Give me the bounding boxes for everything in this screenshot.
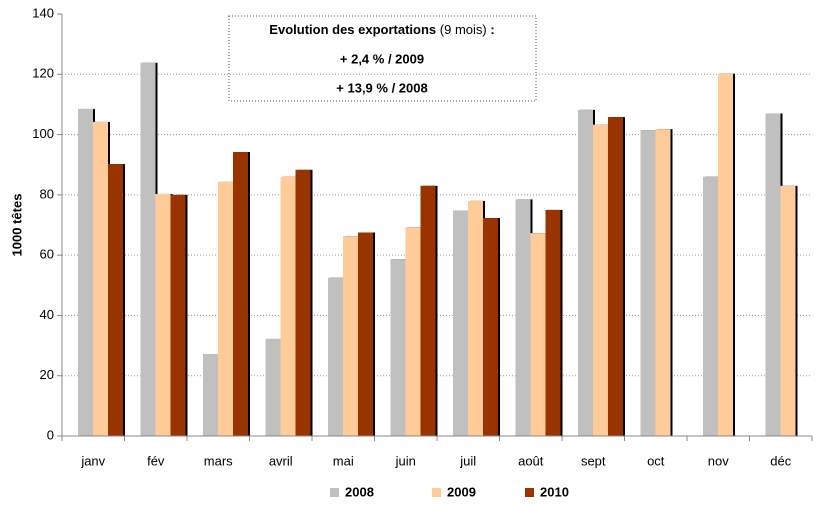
y-tick-label: 80 (40, 186, 54, 201)
bar (468, 200, 483, 436)
bar (718, 73, 733, 436)
bar (358, 232, 373, 436)
bar (703, 176, 718, 436)
bar (453, 210, 468, 436)
bar (545, 209, 561, 436)
x-tick-label: août (518, 453, 544, 468)
bar (780, 185, 796, 436)
bar (328, 277, 343, 436)
bar (93, 121, 108, 436)
bar (593, 124, 608, 437)
bar (655, 129, 671, 436)
y-tick-label: 60 (40, 247, 54, 262)
bar (515, 199, 531, 436)
y-tick-label: 20 (40, 367, 54, 382)
legend-swatch (330, 488, 339, 497)
annotation-line: + 2,4 % / 2009 (340, 51, 424, 66)
bar (140, 62, 156, 437)
bar (390, 259, 406, 436)
x-tick-label: janv (80, 453, 105, 468)
bar (530, 233, 546, 436)
bar (343, 236, 358, 436)
annotation-bold: Evolution des exportations (269, 22, 436, 37)
x-tick-label: juin (395, 453, 416, 468)
y-tick-label: 140 (32, 5, 54, 20)
x-tick-label: déc (770, 453, 791, 468)
x-tick-label: mars (204, 453, 233, 468)
legend-label: 2008 (345, 484, 374, 499)
y-axis-label: 1000 têtes (9, 194, 24, 257)
annotation-line: + 13,9 % / 2008 (336, 80, 427, 95)
bar (640, 130, 656, 437)
x-tick-label: mai (333, 453, 354, 468)
bar (203, 354, 218, 436)
bar (765, 113, 781, 436)
bar (483, 218, 498, 436)
bar (78, 108, 93, 436)
bar (155, 193, 171, 436)
bar (420, 185, 436, 436)
y-tick-label: 100 (32, 126, 54, 141)
x-tick-label: nov (708, 453, 729, 468)
x-tick-label: oct (647, 453, 665, 468)
bar (280, 176, 296, 436)
bar (170, 194, 186, 436)
annotation-title: Evolution des exportations (9 mois) : (269, 22, 494, 37)
x-tick-label: fév (147, 453, 165, 468)
legend-swatch (432, 488, 441, 497)
annotation-colon: : (490, 22, 494, 37)
legend-swatch (525, 488, 534, 497)
y-tick-label: 40 (40, 307, 54, 322)
legend-label: 2009 (447, 484, 476, 499)
bar (218, 181, 233, 436)
bar (608, 117, 623, 437)
legend-label: 2010 (540, 484, 569, 499)
annotation-note: (9 mois) (440, 22, 487, 37)
x-tick-label: sept (581, 453, 606, 468)
bar (108, 164, 123, 436)
bar (405, 227, 421, 436)
bar (265, 338, 281, 436)
y-tick-label: 0 (47, 427, 54, 442)
x-tick-label: avril (269, 453, 293, 468)
x-tick-label: juil (459, 453, 476, 468)
bar (233, 152, 248, 436)
annotation-box (228, 15, 537, 102)
bar (295, 169, 311, 437)
y-tick-label: 120 (32, 66, 54, 81)
bar (578, 109, 593, 437)
